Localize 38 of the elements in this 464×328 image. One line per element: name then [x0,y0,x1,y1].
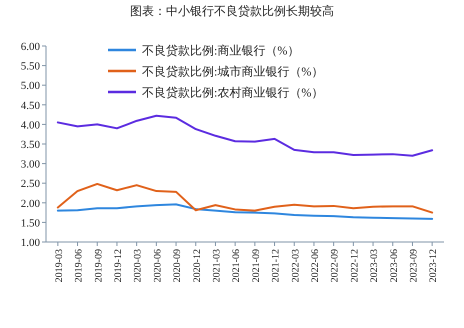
legend-label: 不良贷款比例:城市商业银行（%） [142,64,324,78]
x-tick-label: 2021-09 [250,249,262,282]
y-tick-label: 5.50 [20,60,40,73]
legend-label: 不良贷款比例:农村商业银行（%） [142,86,324,100]
x-tick-label: 2023-09 [408,249,420,282]
x-tick-label: 2020-06 [152,249,164,282]
x-tick-label: 2019-06 [74,249,85,282]
x-tick-label: 2020-12 [192,249,203,282]
x-tick-label: 2022-12 [349,249,360,282]
x-tick-label: 2022-03 [290,249,302,282]
y-tick-label: 5.00 [20,80,40,92]
legend-label: 不良贷款比例:商业银行（%） [142,44,300,58]
y-tick-label: 2.50 [20,178,40,190]
x-tick-label: 2020-03 [132,249,144,282]
y-tick-label: 3.50 [20,139,40,151]
x-tick-label: 2023-03 [369,249,380,282]
y-tick-label: 1.00 [20,237,40,249]
x-tick-label: 2019-12 [112,249,124,282]
x-tick-label: 2021-12 [270,249,282,282]
y-tick-label: 4.50 [20,100,40,112]
x-tick-label: 2021-06 [231,249,242,282]
y-tick-label: 1.50 [20,217,40,230]
y-tick-label: 3.00 [20,158,40,171]
x-tick-label: 2019-03 [54,249,65,282]
chart-title: 图表：中小银行不良贷款比例长期较高 [130,4,334,18]
x-tick-label: 2022-06 [310,249,321,282]
line-series [56,203,434,220]
line-series [56,182,434,214]
line-series [56,114,434,157]
y-tick-label: 4.00 [20,119,40,132]
x-tick-label: 2023-12 [428,249,440,282]
y-tick-label: 2.00 [20,198,40,210]
x-tick-label: 2020-09 [172,249,184,282]
x-tick-label: 2022-09 [330,249,341,282]
x-tick-label: 2019-09 [93,249,104,282]
x-tick-label: 2023-06 [388,249,400,282]
x-tick-label: 2021-03 [211,249,222,282]
y-tick-label: 6.00 [20,41,40,53]
